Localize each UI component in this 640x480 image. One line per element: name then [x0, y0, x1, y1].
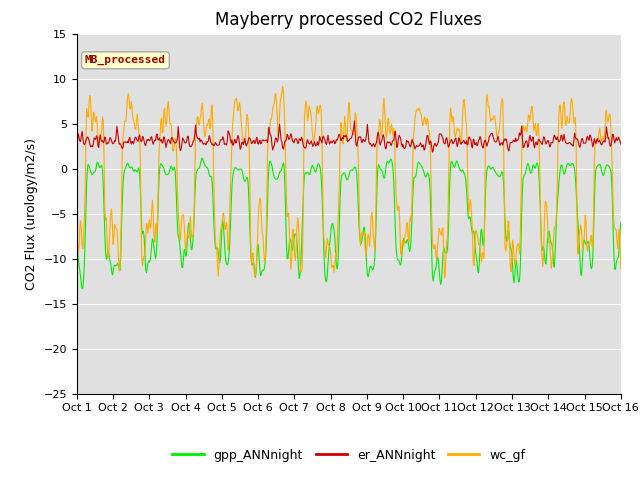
Legend: gpp_ANNnight, er_ANNnight, wc_gf: gpp_ANNnight, er_ANNnight, wc_gf	[168, 444, 530, 467]
er_ANNnight	[73, 140, 81, 146]
wc_gf	[194, 114, 202, 120]
Y-axis label: CO2 Flux (urology/m2/s): CO2 Flux (urology/m2/s)	[25, 138, 38, 289]
wc_gf	[279, 84, 287, 89]
wc_gf	[431, 244, 439, 250]
gpp_ANNnight	[433, 263, 440, 268]
wc_gf	[441, 275, 449, 281]
wc_gf	[617, 265, 625, 271]
wc_gf	[73, 233, 81, 239]
er_ANNnight	[433, 144, 440, 149]
gpp_ANNnight	[73, 238, 81, 244]
er_ANNnight	[139, 133, 147, 139]
er_ANNnight	[429, 149, 436, 155]
gpp_ANNnight	[195, 166, 202, 171]
er_ANNnight	[416, 143, 424, 148]
wc_gf	[416, 106, 424, 111]
gpp_ANNnight	[617, 219, 625, 225]
er_ANNnight	[83, 136, 90, 142]
gpp_ANNnight	[417, 162, 424, 168]
wc_gf	[223, 220, 230, 226]
er_ANNnight	[223, 142, 230, 148]
gpp_ANNnight	[198, 156, 206, 161]
Text: MB_processed: MB_processed	[85, 55, 166, 65]
gpp_ANNnight	[140, 228, 147, 234]
wc_gf	[83, 106, 90, 111]
Line: er_ANNnight: er_ANNnight	[77, 121, 621, 152]
Title: Mayberry processed CO2 Fluxes: Mayberry processed CO2 Fluxes	[215, 11, 483, 29]
er_ANNnight	[194, 136, 202, 142]
gpp_ANNnight	[78, 286, 86, 291]
Line: gpp_ANNnight: gpp_ANNnight	[77, 158, 621, 288]
wc_gf	[139, 263, 147, 268]
gpp_ANNnight	[224, 260, 232, 265]
Line: wc_gf: wc_gf	[77, 86, 621, 278]
er_ANNnight	[351, 118, 358, 124]
er_ANNnight	[617, 141, 625, 147]
gpp_ANNnight	[84, 166, 92, 171]
